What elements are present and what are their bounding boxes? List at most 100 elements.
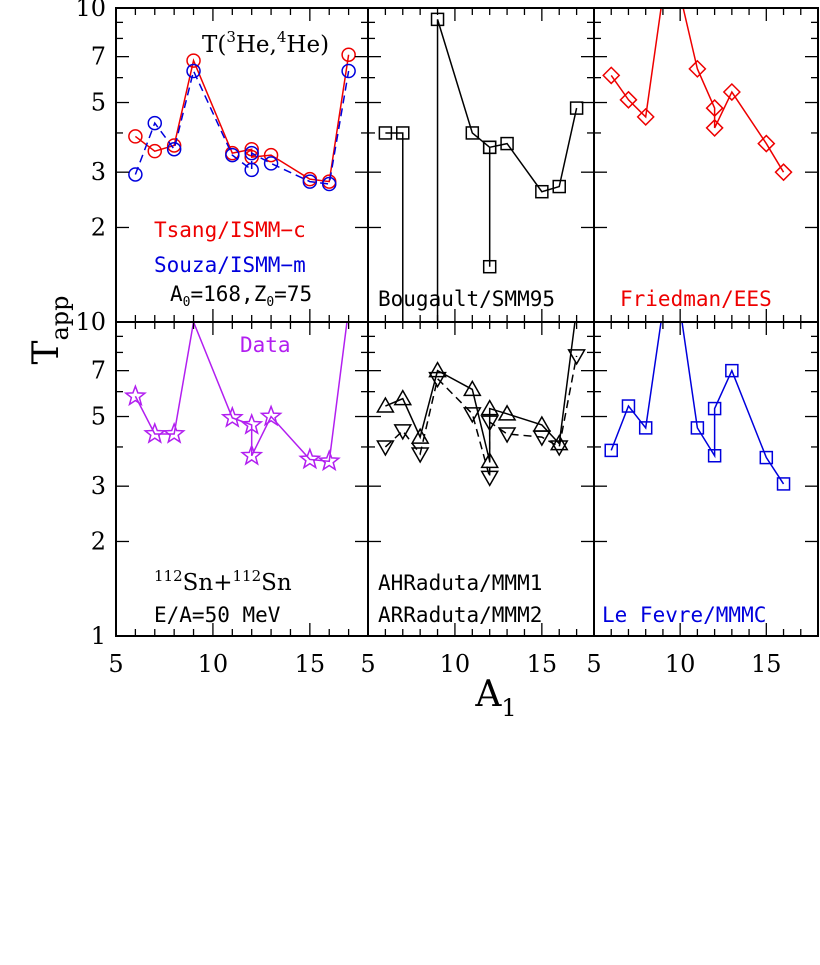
reaction-label-sn2: Sn — [261, 570, 292, 596]
y-axis-title: Tapp — [26, 295, 74, 364]
data-point-star — [220, 405, 244, 428]
data-point-triangle-down — [463, 407, 482, 424]
data-point-triangle-down — [428, 371, 447, 389]
data-point-circle — [302, 174, 318, 189]
data-point-circle — [341, 47, 356, 62]
data-point-square — [552, 179, 566, 194]
data-point-square — [707, 449, 722, 463]
data-point-circle — [225, 147, 240, 163]
x-tick-label: 10 — [198, 650, 229, 678]
panel-series-top-right — [602, 8, 793, 182]
data-point-triangle-down — [393, 424, 413, 441]
data-point-circle — [321, 176, 337, 192]
data-point-star — [162, 421, 186, 444]
data-point-triangle-down — [480, 415, 499, 432]
reaction-label-mass2: 112 — [232, 567, 261, 585]
y-tick-label: 5 — [91, 403, 106, 431]
x-tick-label: 5 — [108, 650, 123, 678]
data-point-square — [465, 126, 480, 140]
series-line — [134, 54, 350, 183]
source-label-z-sub: 0 — [266, 295, 274, 310]
source-label-a: A — [170, 282, 183, 306]
x-tick-label: 15 — [751, 650, 782, 678]
data-point-circle — [341, 63, 356, 79]
data-point-square — [725, 363, 739, 378]
data-point-square — [535, 184, 549, 199]
series-line — [134, 322, 348, 463]
data-point-square — [569, 101, 584, 115]
data-point-triangle-down — [410, 447, 430, 464]
data-point-square — [482, 259, 497, 274]
y-tick-label: 3 — [91, 158, 106, 186]
x-tick-label: 15 — [527, 650, 558, 678]
data-point-circle — [263, 156, 279, 171]
data-point-circle — [147, 143, 163, 159]
y-tick-label: 7 — [91, 43, 106, 71]
x-tick-label: 10 — [440, 650, 471, 678]
y-axis-title-sub: app — [46, 295, 74, 340]
reaction-label: 112Sn+112Sn — [154, 567, 292, 596]
data-point-square — [378, 126, 393, 140]
energy-label: E/A=50 MeV — [154, 603, 281, 627]
data-point-triangle-up — [532, 415, 552, 432]
data-point-triangle-down — [480, 470, 499, 487]
data-point-diamond — [774, 163, 793, 182]
data-point-triangle-down — [549, 440, 569, 457]
data-point-circle — [128, 167, 143, 182]
data-point-circle — [186, 63, 201, 79]
data-point-triangle-up — [463, 379, 482, 397]
data-point-circle — [244, 145, 259, 161]
data-point-square — [707, 401, 722, 416]
data-point-diamond — [619, 90, 638, 109]
panel-series-bottom-right — [604, 322, 791, 491]
x-axis-title: A1 — [474, 674, 516, 722]
data-point-diamond — [602, 66, 621, 85]
series-line — [610, 8, 785, 173]
data-point-diamond — [757, 134, 776, 153]
panel-label: Friedman/EES — [620, 287, 772, 311]
data-point-star — [240, 412, 264, 435]
data-point-circle — [263, 147, 279, 163]
data-point-circle — [128, 129, 143, 144]
y-tick-label: 5 — [91, 89, 106, 117]
data-point-star — [240, 443, 264, 466]
panel-series-top-middle — [378, 12, 584, 322]
x-tick-label: 10 — [665, 650, 696, 678]
thermometer-label-he3: He, — [236, 32, 277, 58]
series-line — [610, 322, 785, 485]
reaction-label-sn1: Sn+ — [183, 570, 233, 596]
data-point-triangle-down — [532, 430, 552, 447]
panel-series-bottom-middle — [376, 322, 586, 487]
y-axis-title-main: T — [26, 341, 67, 365]
data-point-diamond — [688, 59, 707, 78]
data-layer — [123, 8, 793, 491]
data-point-square — [690, 421, 705, 435]
data-point-square — [396, 126, 410, 140]
panel-label: Le Fevre/MMMC — [602, 603, 766, 627]
frame-layer — [115, 7, 819, 637]
source-label-z-val: =75 — [274, 282, 312, 306]
source-label-a-val: =168,Z — [190, 282, 266, 306]
data-point-star — [143, 421, 167, 444]
y-tick-label: 7 — [91, 357, 106, 385]
data-point-triangle-up — [393, 389, 413, 406]
data-point-diamond — [636, 107, 655, 126]
data-point-diamond — [705, 118, 724, 137]
panel-frame-bottom-right — [593, 321, 819, 637]
data-point-triangle-down — [567, 349, 586, 366]
panel-label: ARRaduta/MMM2 — [378, 603, 542, 627]
data-point-square — [482, 140, 497, 155]
data-point-star — [123, 384, 147, 407]
y-tick-label: 1 — [91, 622, 106, 650]
data-point-triangle-up — [480, 399, 499, 416]
data-point-star — [317, 449, 341, 472]
source-label-a-sub: 0 — [183, 295, 191, 310]
y-tick-label: 10 — [75, 0, 106, 22]
thermometer-label-he4: He) — [286, 32, 329, 58]
data-point-square — [500, 136, 514, 151]
x-tick-label: 5 — [586, 650, 601, 678]
data-point-triangle-up — [376, 396, 395, 413]
data-point-star — [259, 404, 283, 427]
data-point-triangle-up — [497, 404, 517, 421]
data-point-circle — [147, 115, 163, 131]
